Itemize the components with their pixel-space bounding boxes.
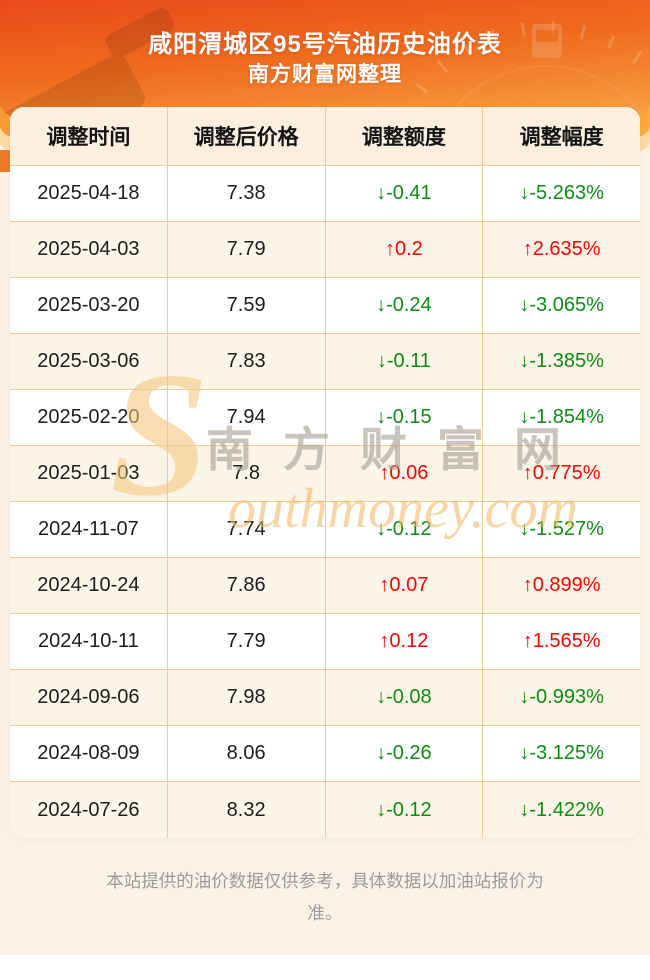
cell-adjust-date: 2024-09-06 — [10, 670, 168, 725]
cell-adjusted-price: 8.06 — [168, 726, 326, 781]
page-subtitle: 南方财富网整理 — [248, 63, 402, 86]
cell-adjust-amount: ↑0.07 — [326, 558, 484, 613]
cell-adjust-percent: ↓-3.065% — [519, 294, 604, 316]
cell-adjust-percent: ↑0.899% — [522, 574, 601, 596]
table-row: 2024-10-11 7.79 ↑0.12 ↑1.565% — [10, 614, 640, 670]
cell-adjust-amount: ↓-0.41 — [326, 166, 484, 221]
cell-adjust-percent: ↓-0.993% — [519, 686, 604, 708]
cell-adjusted-price: 7.79 — [168, 222, 326, 277]
footer-note: 本站提供的油价数据仅供参考，具体数据以加油站报价为准。 — [106, 871, 544, 923]
cell-adjusted-price: 7.74 — [168, 502, 326, 557]
cell-adjust-percent: ↓-5.263% — [519, 182, 604, 204]
table-row: 2025-03-06 7.83 ↓-0.11 ↓-1.385% — [10, 334, 640, 390]
cell-adjusted-price: 7.79 — [168, 614, 326, 669]
cell-adjust-percent: ↓-1.422% — [519, 798, 604, 821]
cell-adjust-percent: ↑2.635% — [522, 238, 601, 260]
cell-adjusted-price: 7.83 — [168, 334, 326, 389]
table-row: 2024-09-06 7.98 ↓-0.08 ↓-0.993% — [10, 670, 640, 726]
cell-adjust-date: 2024-08-09 — [10, 726, 168, 781]
cell-adjust-amount: ↑0.12 — [326, 614, 484, 669]
cell-adjust-amount: ↓-0.11 — [326, 334, 484, 389]
cell-adjusted-price: 7.8 — [168, 446, 326, 501]
price-table-card: 调整时间 调整后价格 调整额度 调整幅度 2025-04-18 7.38 ↓-0.41… — [10, 107, 640, 838]
cell-adjusted-price: 7.38 — [168, 166, 326, 221]
table-row: 2024-11-07 7.74 ↓-0.12 ↓-1.527% — [10, 502, 640, 558]
cell-adjust-date: 2024-10-11 — [10, 614, 168, 669]
cell-adjust-percent: ↑0.775% — [522, 462, 601, 484]
table-row: 2025-02-20 7.94 ↓-0.15 ↓-1.854% — [10, 390, 640, 446]
cell-adjusted-price: 7.59 — [168, 278, 326, 333]
cell-adjust-date: 2025-03-20 — [10, 278, 168, 333]
cell-adjust-date: 2025-04-18 — [10, 166, 168, 221]
cell-adjust-percent: ↓-1.385% — [519, 350, 604, 372]
column-header-0: 调整时间 — [10, 107, 168, 165]
table-row: 2024-07-26 8.32 ↓-0.12 ↓-1.422% — [10, 782, 640, 838]
column-header-3: 调整幅度 — [519, 126, 604, 149]
cell-adjust-date: 2024-11-07 — [10, 502, 168, 557]
table-body: 2025-04-18 7.38 ↓-0.41 ↓-5.263% 2025-04-… — [10, 166, 640, 838]
table-row: 2025-01-03 7.8 ↑0.06 ↑0.775% — [10, 446, 640, 502]
table-row: 2025-04-18 7.38 ↓-0.41 ↓-5.263% — [10, 166, 640, 222]
cell-adjust-date: 2025-03-06 — [10, 334, 168, 389]
fuel-gauge-art-icon — [386, 21, 650, 152]
cell-adjust-amount: ↓-0.15 — [326, 390, 484, 445]
page-title: 咸阳渭城区95号汽油历史油价表 — [148, 31, 502, 58]
cell-adjust-amount: ↑0.06 — [326, 446, 484, 501]
cell-adjust-date: 2025-01-03 — [10, 446, 168, 501]
cell-adjust-amount: ↑0.2 — [326, 222, 484, 277]
cell-adjust-date: 2024-07-26 — [10, 782, 168, 838]
cell-adjust-amount: ↓-0.12 — [326, 782, 484, 838]
table-row: 2024-08-09 8.06 ↓-0.26 ↓-3.125% — [10, 726, 640, 782]
cell-adjust-amount: ↓-0.12 — [326, 502, 484, 557]
table-row: 2024-10-24 7.86 ↑0.07 ↑0.899% — [10, 558, 640, 614]
cell-adjusted-price: 7.94 — [168, 390, 326, 445]
cell-adjust-percent: ↓-1.527% — [519, 518, 604, 540]
column-header-1: 调整后价格 — [168, 107, 326, 165]
cell-adjust-date: 2024-10-24 — [10, 558, 168, 613]
cell-adjust-percent: ↓-3.125% — [519, 742, 604, 764]
table-row: 2025-04-03 7.79 ↑0.2 ↑2.635% — [10, 222, 640, 278]
table-header-row: 调整时间 调整后价格 调整额度 调整幅度 — [10, 107, 640, 166]
cell-adjust-amount: ↓-0.08 — [326, 670, 484, 725]
cell-adjust-percent: ↓-1.854% — [519, 406, 604, 428]
cell-adjust-date: 2025-04-03 — [10, 222, 168, 277]
cell-adjusted-price: 7.86 — [168, 558, 326, 613]
table-row: 2025-03-20 7.59 ↓-0.24 ↓-3.065% — [10, 278, 640, 334]
cell-adjusted-price: 7.98 — [168, 670, 326, 725]
cell-adjusted-price: 8.32 — [168, 782, 326, 838]
cell-adjust-amount: ↓-0.26 — [326, 726, 484, 781]
cell-adjust-date: 2025-02-20 — [10, 390, 168, 445]
cell-adjust-amount: ↓-0.24 — [326, 278, 484, 333]
column-header-2: 调整额度 — [326, 107, 484, 165]
cell-adjust-percent: ↑1.565% — [522, 630, 601, 652]
decor-left-notch — [0, 150, 10, 172]
